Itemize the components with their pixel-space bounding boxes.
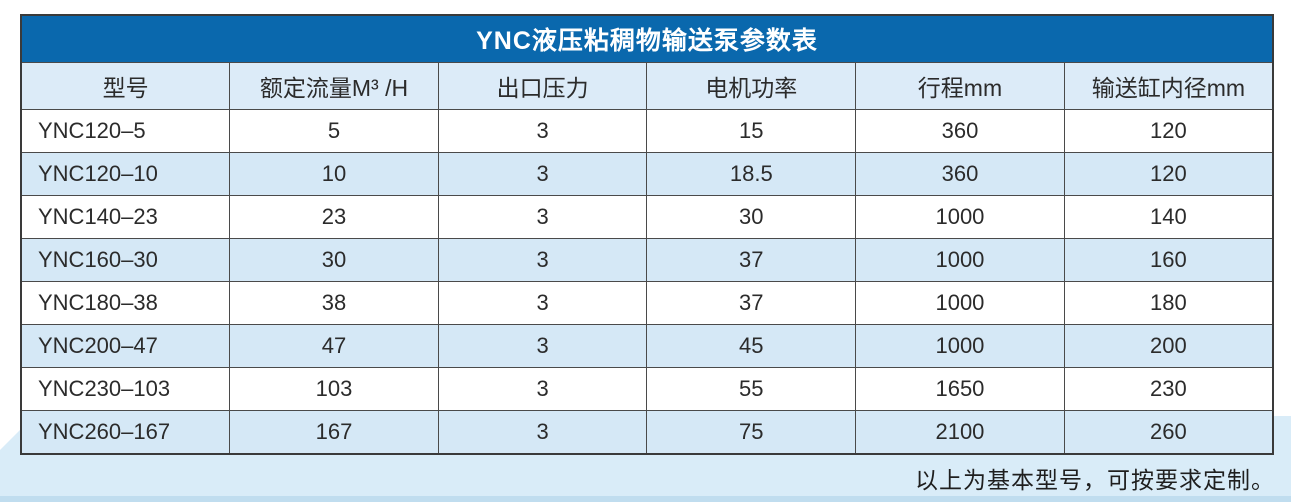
table-row: YNC120–10 10 3 18.5 360 120 — [20, 152, 1274, 196]
table-cell: 3 — [437, 109, 648, 153]
table-cell: 5 — [229, 109, 439, 153]
table-cell: 30 — [229, 238, 439, 282]
table-cell: YNC140–23 — [20, 195, 231, 239]
table-cell: 47 — [229, 324, 439, 368]
table-cell: 3 — [437, 195, 648, 239]
column-header: 行程mm — [855, 62, 1065, 110]
table-cell: 45 — [646, 324, 857, 368]
table-body: YNC120–5 5 3 15 360 120 YNC120–10 10 3 18.5 360 120… — [20, 109, 1274, 454]
footer-note: 以上为基本型号，可按要求定制。 — [915, 467, 1275, 493]
table-cell: YNC200–47 — [20, 324, 231, 368]
table-cell: 3 — [437, 410, 648, 454]
table-row: YNC230–103 103 3 55 1650 230 — [20, 367, 1274, 411]
table-row: YNC140–23 23 3 30 1000 140 — [20, 195, 1274, 239]
table-title-row: YNC液压粘稠物输送泵参数表 — [20, 14, 1274, 63]
column-header: 型号 — [20, 62, 231, 110]
table-cell: 23 — [229, 195, 439, 239]
column-header: 额定流量M³ /H — [229, 62, 439, 110]
table-cell: YNC120–10 — [20, 152, 231, 196]
table-cell: 2100 — [855, 410, 1065, 454]
table-cell: 360 — [855, 152, 1065, 196]
table-cell: 160 — [1063, 238, 1274, 282]
table-cell: 3 — [437, 324, 648, 368]
table-cell: YNC180–38 — [20, 281, 231, 325]
table-cell: 260 — [1063, 410, 1274, 454]
column-header: 电机功率 — [646, 62, 857, 110]
table-cell: 1000 — [855, 195, 1065, 239]
table-cell: 200 — [1063, 324, 1274, 368]
table-cell: YNC160–30 — [20, 238, 231, 282]
table-row: YNC160–30 30 3 37 1000 160 — [20, 238, 1274, 282]
table-cell: 1000 — [855, 324, 1065, 368]
table-cell: 1000 — [855, 281, 1065, 325]
table-cell: 38 — [229, 281, 439, 325]
table-cell: 230 — [1063, 367, 1274, 411]
table-cell: 55 — [646, 367, 857, 411]
table-row: YNC180–38 38 3 37 1000 180 — [20, 281, 1274, 325]
page-bottom-strip — [0, 496, 1291, 502]
table-cell: 30 — [646, 195, 857, 239]
column-header: 输送缸内径mm — [1063, 62, 1274, 110]
table-cell: 15 — [646, 109, 857, 153]
table-title: YNC液压粘稠物输送泵参数表 — [20, 14, 1274, 63]
table-cell: 120 — [1063, 109, 1274, 153]
table-cell: 1000 — [855, 238, 1065, 282]
table-cell: 1650 — [855, 367, 1065, 411]
table-row: YNC260–167 167 3 75 2100 260 — [20, 410, 1274, 454]
table-cell: 180 — [1063, 281, 1274, 325]
column-header: 出口压力 — [437, 62, 648, 110]
table-cell: 10 — [229, 152, 439, 196]
table-cell: 18.5 — [646, 152, 857, 196]
table-cell: YNC230–103 — [20, 367, 231, 411]
table-cell: 75 — [646, 410, 857, 454]
table-cell: YNC260–167 — [20, 410, 231, 454]
table-cell: 120 — [1063, 152, 1274, 196]
table-cell: 3 — [437, 367, 648, 411]
table-cell: 3 — [437, 152, 648, 196]
table-cell: 37 — [646, 238, 857, 282]
table-cell: 360 — [855, 109, 1065, 153]
table-row: YNC120–5 5 3 15 360 120 — [20, 109, 1274, 153]
table-cell: 167 — [229, 410, 439, 454]
table-header-row: 型号 额定流量M³ /H 出口压力 电机功率 行程mm 输送缸内径mm — [20, 62, 1274, 110]
table-cell: 3 — [437, 281, 648, 325]
table-row: YNC200–47 47 3 45 1000 200 — [20, 324, 1274, 368]
table-cell: YNC120–5 — [20, 109, 231, 153]
pump-parameter-table: YNC液压粘稠物输送泵参数表 型号 额定流量M³ /H 出口压力 电机功率 行程mm 输送… — [20, 14, 1274, 455]
table-cell: 103 — [229, 367, 439, 411]
table-cell: 37 — [646, 281, 857, 325]
table-cell: 3 — [437, 238, 648, 282]
table-cell: 140 — [1063, 195, 1274, 239]
